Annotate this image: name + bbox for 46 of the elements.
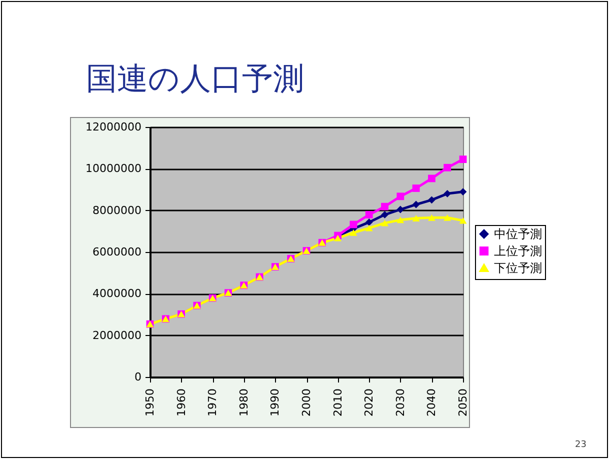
point: [381, 202, 388, 210]
point: [412, 200, 420, 208]
x-tick-label: 1960: [174, 388, 188, 416]
y-tick-label: 8000000: [92, 204, 142, 217]
point: [412, 215, 420, 222]
point: [365, 218, 373, 226]
x-tick-label: 2050: [456, 388, 470, 416]
point: [381, 211, 388, 218]
point: [396, 206, 404, 214]
point: [444, 164, 452, 172]
point: [350, 220, 358, 228]
x-tick-label: 1970: [206, 388, 220, 416]
y-tick-label: 0: [134, 370, 142, 384]
y-tick-label: 12000000: [86, 120, 142, 134]
legend-label: 中位予測: [494, 227, 542, 241]
x-tick-label: 2030: [394, 388, 407, 416]
legend-label: 上位予測: [494, 244, 542, 258]
text: 23: [575, 440, 586, 450]
point: [350, 229, 358, 236]
y-tick-label: 10000000: [86, 162, 142, 176]
legend-label: 下位予測: [494, 261, 542, 275]
y-tick-label: 2000000: [92, 328, 142, 342]
point: [396, 192, 404, 200]
point: [365, 211, 373, 218]
point: [444, 190, 452, 198]
x-tick-label: 1980: [237, 388, 250, 416]
point: [459, 156, 467, 163]
point: [459, 217, 467, 224]
x-tick-label: 2010: [331, 388, 344, 416]
x-tick-label: 2000: [300, 388, 313, 416]
point: [412, 184, 420, 192]
x-tick-label: 2020: [362, 388, 376, 416]
point: [428, 174, 436, 182]
point: [428, 196, 436, 204]
point: [381, 220, 388, 226]
x-tick-label: 1950: [144, 388, 156, 416]
point: [428, 214, 436, 221]
point: [396, 216, 404, 224]
y-tick-label: 6000000: [92, 246, 142, 258]
point: [444, 214, 452, 221]
point: [334, 234, 342, 242]
x-tick-label: 1990: [268, 388, 282, 416]
chart-title: 国連の人口予測: [86, 60, 304, 99]
x-tick-label: 2040: [425, 388, 438, 416]
point: [365, 224, 373, 232]
y-tick-label: 4000000: [92, 287, 142, 300]
